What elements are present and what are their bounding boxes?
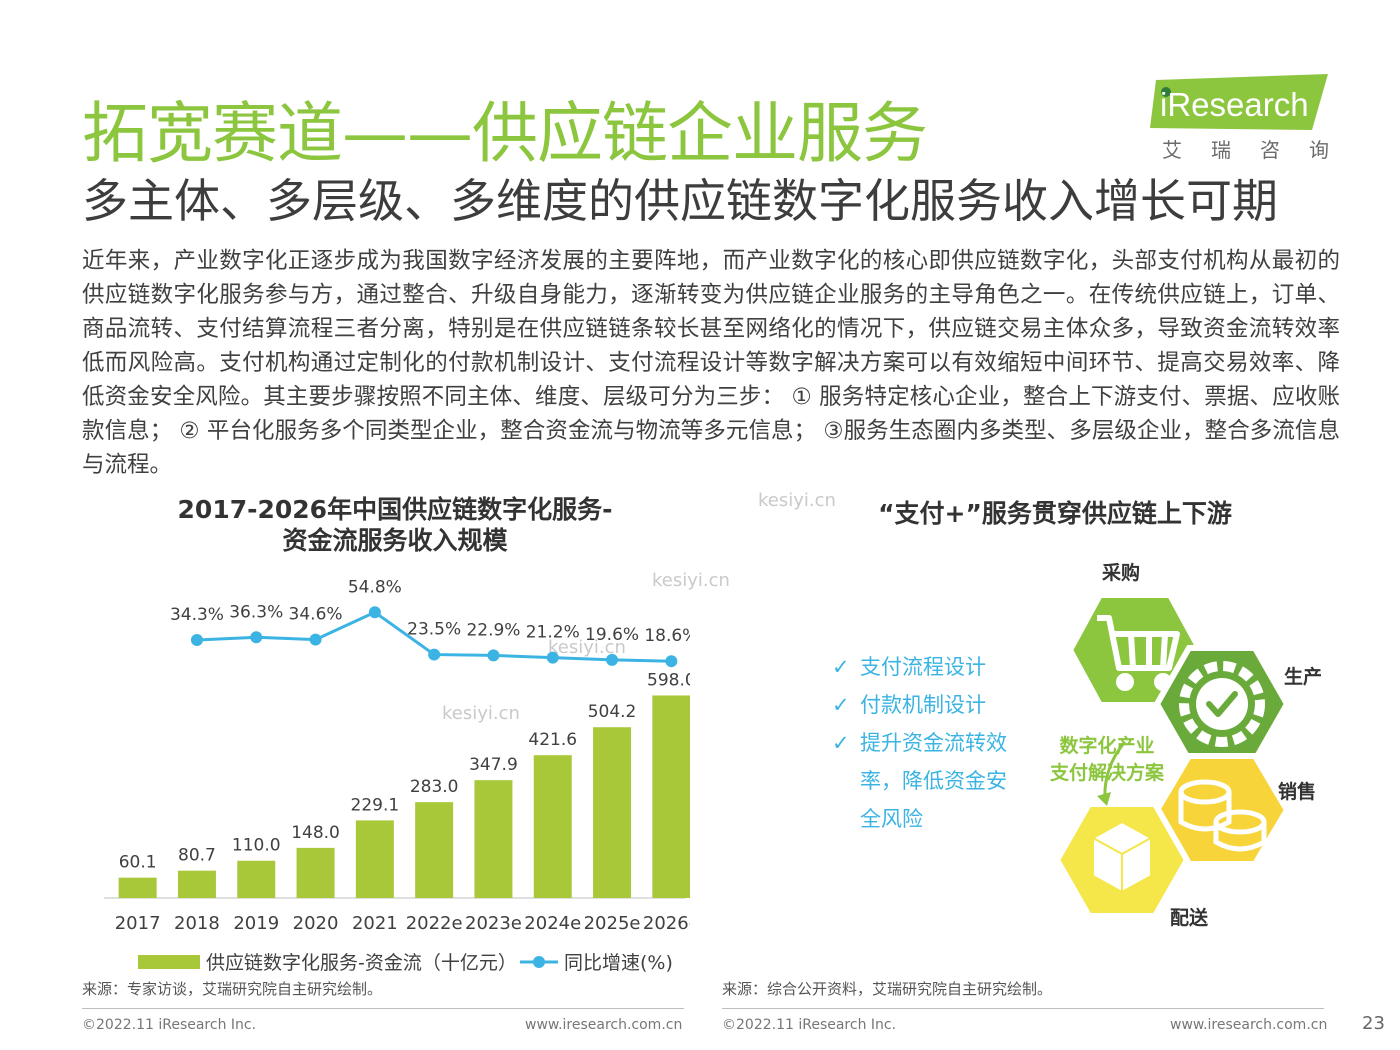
bar [652, 695, 690, 898]
source-note-left: 来源：专家访谈，艾瑞研究院自主研究绘制。 [82, 980, 383, 998]
stage-procurement: 采购 [1102, 562, 1141, 584]
growth-point [190, 633, 203, 646]
footer-url[interactable]: www.iresearch.com.cn [525, 1017, 683, 1033]
watermark: kesiyi.cn [652, 570, 730, 591]
logo-text: iResearch [1160, 86, 1309, 123]
footer-divider [82, 1008, 684, 1009]
bar [415, 802, 454, 898]
growth-point [487, 649, 500, 662]
growth-point [606, 653, 619, 666]
watermark: kesiyi.cn [442, 703, 520, 724]
x-tick-label: 2021 [352, 913, 398, 934]
legend-bar-label: 供应链数字化服务-资金流（十亿元） [206, 952, 517, 974]
growth-point [428, 648, 441, 661]
package-icon [1090, 820, 1154, 894]
iresearch-logo: iResearch 艾瑞咨询 [1150, 74, 1330, 162]
bar-label: 347.9 [469, 755, 518, 775]
growth-label: 54.8% [348, 577, 402, 597]
bar [355, 820, 394, 898]
growth-label: 34.6% [289, 605, 343, 625]
growth-point [250, 631, 263, 644]
growth-point [309, 633, 322, 646]
chart-title: 2017-2026年中国供应链数字化服务- 资金流服务收入规模 [110, 494, 680, 556]
bar [177, 870, 216, 898]
growth-label: 22.9% [466, 620, 520, 640]
watermark: kesiyi.cn [758, 490, 836, 511]
growth-point [665, 655, 678, 668]
checklist-item: ✓ 支付流程设计 [832, 648, 1022, 686]
supply-chain-diagram [1053, 592, 1291, 919]
growth-label: 19.6% [585, 625, 639, 645]
footer-url[interactable]: www.iresearch.com.cn [1170, 1017, 1328, 1033]
bar-label: 110.0 [232, 836, 281, 856]
center-solution-label: 数字化产业 支付解决方案 [1032, 733, 1182, 787]
footer-divider [722, 1008, 1324, 1009]
source-note-right: 来源：综合公开资料，艾瑞研究院自主研究绘制。 [722, 980, 1053, 998]
checklist-item: ✓ 提升资金流转效率，降低资金安全风险 [832, 724, 1022, 838]
legend-line-label: 同比增速(%) [564, 952, 673, 974]
watermark: kesiyi.cn [548, 637, 626, 658]
stage-production: 生产 [1284, 666, 1323, 688]
page-number: 23 [1362, 1013, 1385, 1034]
revenue-chart: 60.1 2017 80.7 2018 110.0 2019 148.0 2020 229.1 2… [104, 577, 690, 974]
stage-delivery: 配送 [1170, 907, 1209, 929]
bar [296, 847, 335, 898]
x-tick-label: 2020 [293, 913, 339, 934]
intro-paragraph: 近年来，产业数字化正逐步成为我国数字经济发展的主要阵地，而产业数字化的核心即供应… [82, 248, 1340, 478]
checklist-label: 付款机制设计 [860, 693, 986, 717]
x-tick-label: 2026e [643, 913, 690, 934]
check-icon: ✓ [832, 655, 850, 679]
center-label-line2: 支付解决方案 [1049, 762, 1164, 784]
logo-chinese: 艾瑞咨询 [1162, 138, 1358, 162]
growth-label: 18.6% [644, 626, 690, 646]
growth-label: 23.5% [407, 620, 461, 640]
bar-label: 421.6 [528, 730, 577, 750]
checklist-item: ✓ 付款机制设计 [832, 686, 1022, 724]
center-label-line1: 数字化产业 [1059, 735, 1155, 757]
bar-label: 283.0 [410, 777, 459, 797]
x-tick-label: 2018 [174, 913, 220, 934]
bar [474, 780, 513, 898]
stage-sales: 销售 [1278, 781, 1317, 803]
growth-label: 36.3% [229, 602, 283, 622]
feature-checklist: ✓ 支付流程设计 ✓ 付款机制设计 ✓ 提升资金流转效率，降低资金安全风险 [832, 648, 1022, 838]
chart-title-line1: 2017-2026年中国供应链数字化服务- [177, 495, 613, 524]
growth-point [546, 651, 559, 664]
check-icon: ✓ [832, 693, 850, 717]
bar [533, 755, 572, 898]
x-tick-label: 2022e [406, 913, 463, 934]
legend-line-marker [533, 956, 545, 968]
x-tick-label: 2017 [115, 913, 161, 934]
x-tick-label: 2023e [465, 913, 522, 934]
growth-label: 34.3% [170, 605, 224, 625]
x-tick-label: 2025e [584, 913, 641, 934]
bar [118, 877, 157, 898]
bar-label: 80.7 [178, 846, 216, 866]
bar-label: 229.1 [351, 795, 400, 815]
page-title: 拓宽赛道——供应链企业服务 [82, 95, 928, 172]
footer-copyright: ©2022.11 iResearch Inc. [82, 1017, 257, 1033]
bar-label: 60.1 [119, 853, 157, 873]
bar [593, 727, 632, 898]
page-subtitle: 多主体、多层级、多维度的供应链数字化服务收入增长可期 [82, 174, 1278, 228]
bar-label: 504.2 [588, 702, 637, 722]
x-tick-label: 2024e [524, 913, 581, 934]
checklist-label: 提升资金流转效率，降低资金安全风险 [860, 731, 1007, 831]
legend-bar-swatch [138, 955, 200, 969]
checklist-label: 支付流程设计 [860, 655, 986, 679]
gear-check-icon [1179, 661, 1265, 747]
x-tick-label: 2019 [233, 913, 279, 934]
coins-icon [1178, 779, 1267, 852]
footer-copyright: ©2022.11 iResearch Inc. [722, 1017, 897, 1033]
right-panel-title: “支付+”服务贯穿供应链上下游 [878, 499, 1232, 528]
growth-point [368, 606, 381, 619]
chart-title-line2: 资金流服务收入规模 [282, 526, 508, 555]
growth-label: 21.2% [526, 623, 580, 643]
bar-label: 598.0 [647, 670, 690, 690]
bar-label: 148.0 [291, 823, 340, 843]
bar [237, 860, 276, 898]
check-icon: ✓ [832, 731, 850, 755]
